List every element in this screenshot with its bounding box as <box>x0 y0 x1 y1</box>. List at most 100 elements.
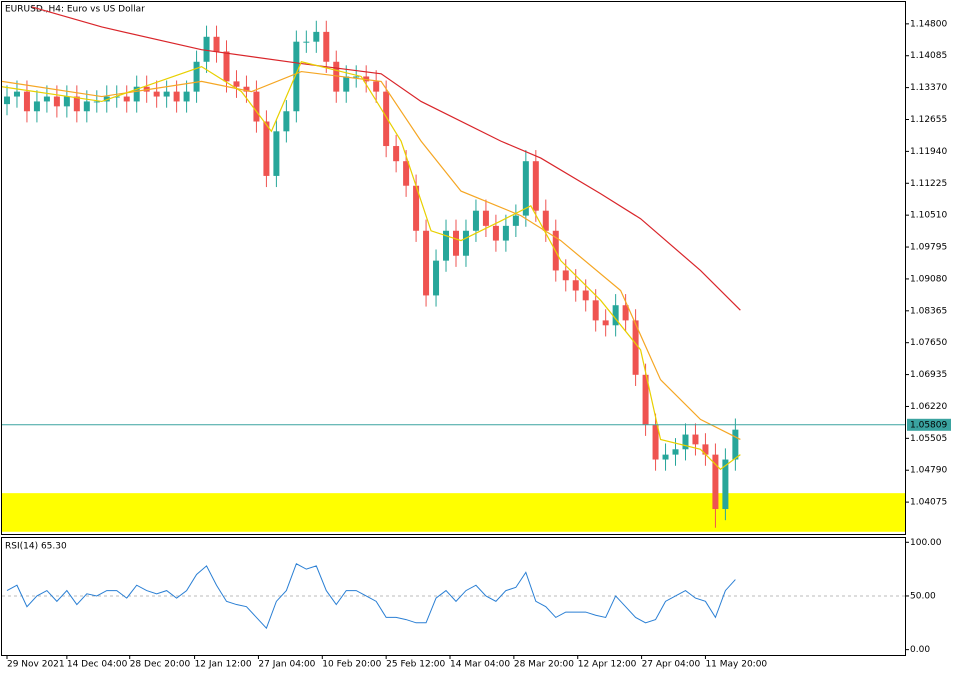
x-tick-label: 10 Feb 20:00 <box>322 660 381 670</box>
candle-body <box>383 91 390 147</box>
x-tick-label: 14 Dec 04:00 <box>67 660 128 670</box>
x-tick-label: 12 Apr 12:00 <box>578 660 637 670</box>
candle-body <box>592 300 599 321</box>
candle-body <box>43 96 50 102</box>
candle-body <box>193 61 200 92</box>
candle-body <box>612 305 619 326</box>
moving-average <box>1 70 741 440</box>
candle-body <box>373 81 380 92</box>
candle-body <box>213 36 220 52</box>
x-tick-label: 28 Dec 20:00 <box>130 660 191 670</box>
moving-average <box>1 61 741 471</box>
candle-body <box>363 76 370 82</box>
candle-body <box>253 91 260 122</box>
chart-title: EURUSD.,H4: Euro vs US Dollar <box>5 5 145 15</box>
moving-average <box>31 6 741 311</box>
y-tick-label: 1.13370 <box>910 83 947 93</box>
candle-body <box>273 131 280 176</box>
x-tick-label: 14 Mar 04:00 <box>450 660 510 670</box>
candle-body <box>73 96 80 112</box>
y-tick-label: 1.04790 <box>910 466 947 476</box>
candle-body <box>63 96 70 107</box>
candle-body <box>153 91 160 97</box>
candle-body <box>33 101 40 112</box>
candle-body <box>293 41 300 112</box>
candle-body <box>522 161 529 216</box>
candle-body <box>622 305 629 321</box>
candle-body <box>572 280 579 291</box>
candle-body <box>662 454 669 460</box>
candle-body <box>103 96 110 102</box>
candle-body <box>283 111 290 132</box>
zone <box>2 493 905 532</box>
candle-body <box>672 449 679 455</box>
candle-body <box>502 225 509 241</box>
candle-body <box>123 96 130 102</box>
candle-body <box>203 36 210 62</box>
candle-body <box>413 185 420 231</box>
y-tick-label: 1.10510 <box>910 211 947 221</box>
main-frame <box>1 1 906 535</box>
candle-body <box>263 121 270 176</box>
candle-body <box>393 146 400 162</box>
candle-body <box>472 210 479 231</box>
candle-body <box>702 444 709 455</box>
candle-body <box>532 161 539 211</box>
x-tick-label: 28 Mar 20:00 <box>514 660 574 670</box>
candle-body <box>323 31 330 62</box>
candle-body <box>642 374 649 425</box>
y-tick-label: 1.11940 <box>910 147 947 157</box>
candle-body <box>562 270 569 281</box>
candle-body <box>732 429 739 460</box>
candle-body <box>343 76 350 92</box>
candle-body <box>692 434 699 445</box>
candle-body <box>452 230 459 256</box>
rsi-title: RSI(14) 65.30 <box>5 542 67 552</box>
candle-body <box>13 91 20 97</box>
candle-body <box>83 101 90 112</box>
candle-body <box>133 86 140 102</box>
y-tick-label: 1.07650 <box>910 338 947 348</box>
y-tick-label: 1.11225 <box>910 179 947 189</box>
y-tick-label: 1.05505 <box>910 434 947 444</box>
candle-body <box>423 230 430 296</box>
y-tick-label: 1.09795 <box>910 243 947 253</box>
candle-body <box>582 290 589 301</box>
y-tick-label: 1.06220 <box>910 402 947 412</box>
y-tick-label: 50.00 <box>910 591 936 601</box>
candle-body <box>223 51 230 82</box>
candle-body <box>492 225 499 241</box>
y-tick-label: 1.04075 <box>910 498 947 508</box>
candle-body <box>712 454 719 510</box>
candle-body <box>163 91 170 97</box>
candle-body <box>173 91 180 102</box>
candle-body <box>233 81 240 87</box>
candle-body <box>353 76 360 78</box>
candle-body <box>243 86 250 92</box>
price-tag-label: 1.05809 <box>910 420 947 430</box>
x-tick-label: 27 Apr 04:00 <box>642 660 701 670</box>
candle-body <box>722 459 729 510</box>
price-tag <box>907 418 951 431</box>
candle-body <box>632 320 639 375</box>
y-tick-label: 100.00 <box>910 538 942 548</box>
rsi-line <box>6 563 736 630</box>
candle-body <box>403 161 410 186</box>
candle-body <box>482 210 489 226</box>
candle-body <box>93 101 100 103</box>
x-tick-label: 29 Nov 2021 <box>7 660 65 670</box>
y-tick-label: 1.12655 <box>910 115 947 125</box>
y-tick-label: 1.06935 <box>910 370 947 380</box>
candle-body <box>53 96 60 107</box>
candle-body <box>23 91 30 112</box>
rsi-frame <box>1 537 906 656</box>
candle-body <box>602 320 609 326</box>
candle-body <box>542 210 549 231</box>
candle-body <box>3 96 10 105</box>
candle-body <box>183 91 190 102</box>
candle-body <box>682 434 689 450</box>
candle-body <box>433 260 440 296</box>
x-tick-label: 11 May 20:00 <box>705 660 767 670</box>
y-tick-label: 1.08365 <box>910 306 947 316</box>
